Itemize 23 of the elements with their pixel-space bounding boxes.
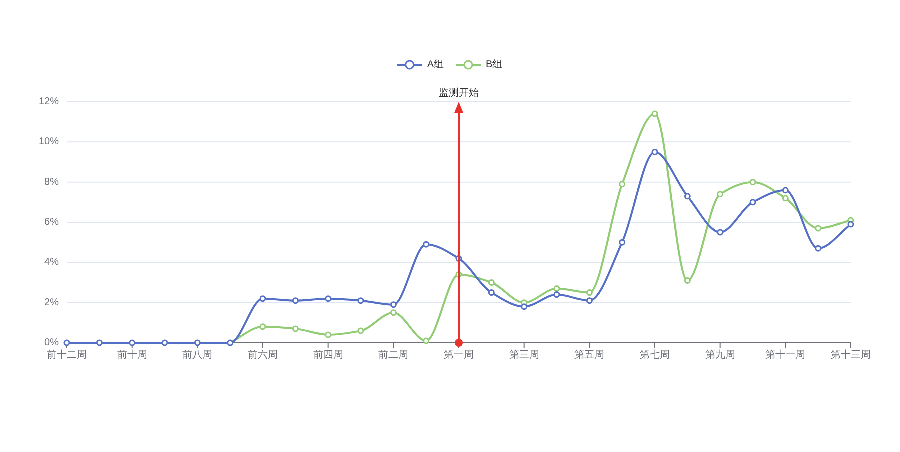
y-tick-label: 8%	[44, 176, 59, 188]
y-tick-label: 6%	[44, 217, 59, 228]
x-tick-label: 前六周	[248, 350, 278, 361]
x-tick-label: 第十三周	[831, 350, 871, 361]
x-tick-label: 前八周	[182, 350, 213, 361]
x-tick-label: 第七周	[640, 350, 670, 361]
x-tick-label: 前二周	[378, 350, 409, 361]
y-tick-label: 0%	[44, 338, 59, 348]
x-tick-label: 前十周	[117, 350, 148, 361]
x-tick-label: 第九周	[705, 350, 736, 361]
y-tick-label: 4%	[44, 257, 59, 268]
x-tick-label: 第三周	[509, 350, 540, 361]
x-tick-label: 第十一周	[766, 350, 806, 361]
ref-line-label: 监测开始	[439, 88, 479, 99]
legend-label: A组	[427, 60, 444, 70]
x-tick-label: 第五周	[574, 350, 605, 361]
x-tick-label: 第一周	[444, 350, 474, 361]
y-tick-label: 10%	[38, 136, 59, 148]
x-tick-label: 前十二周	[47, 350, 87, 361]
legend-label: B组	[486, 60, 503, 70]
y-tick-label: 12%	[38, 96, 59, 108]
x-tick-label: 前四周	[313, 350, 344, 361]
y-tick-label: 2%	[44, 297, 59, 308]
